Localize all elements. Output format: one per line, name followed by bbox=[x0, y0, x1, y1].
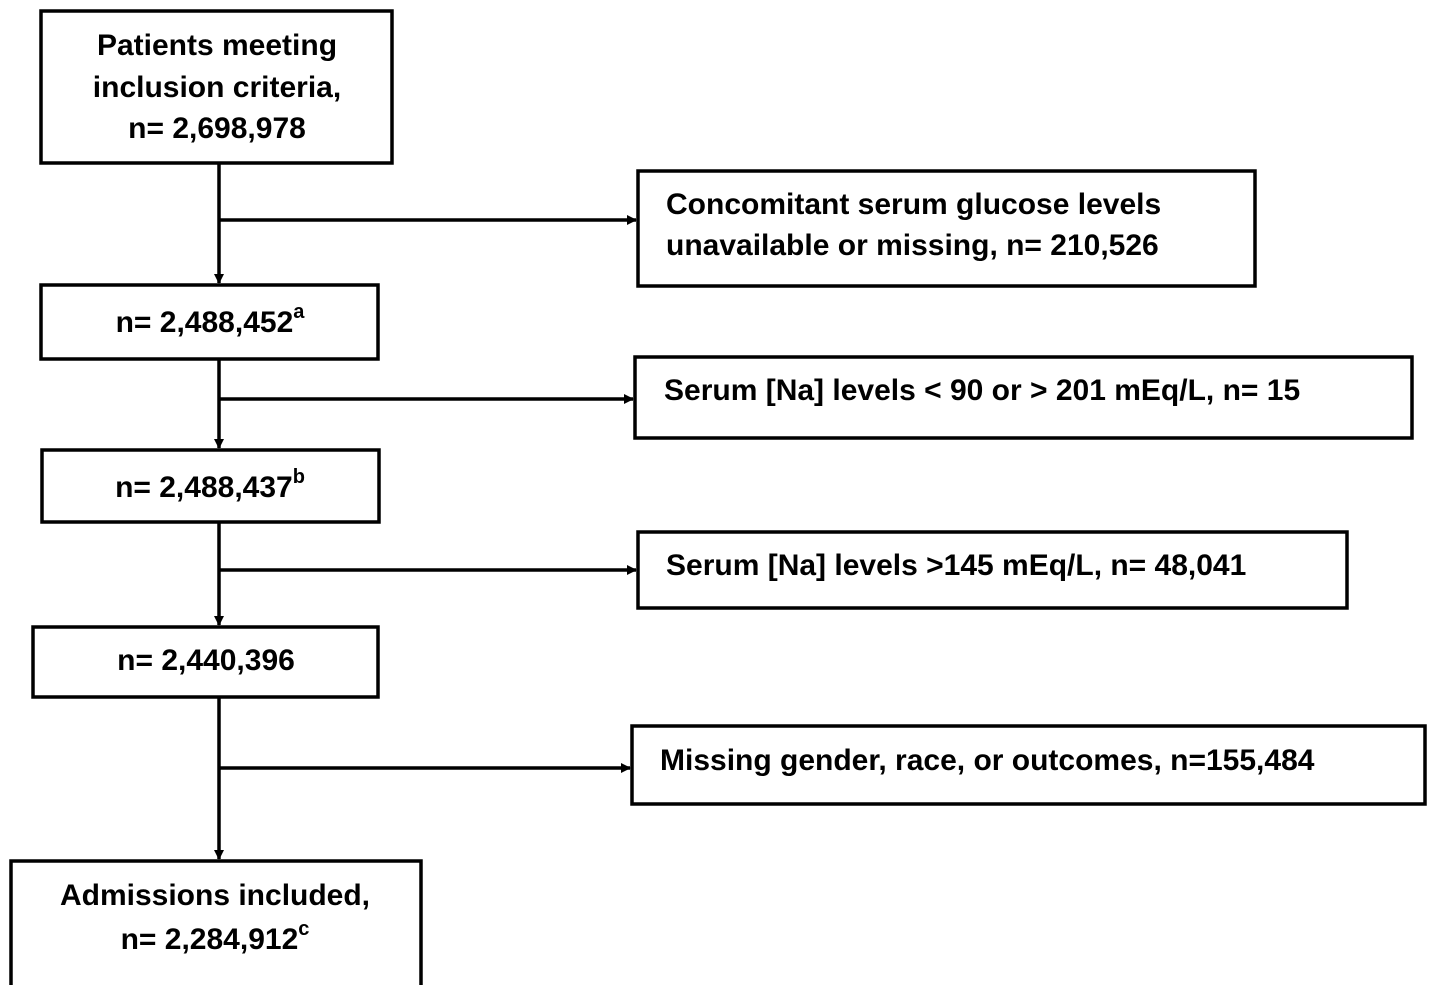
node-text: inclusion criteria, bbox=[93, 71, 341, 104]
superscript: a bbox=[293, 301, 305, 323]
node-line: inclusion criteria, bbox=[93, 71, 341, 104]
node-line: n= 2,698,978 bbox=[128, 112, 306, 145]
node-text: n= 2,488,452a bbox=[116, 301, 306, 339]
node-line: n= 2,284,912 bbox=[121, 923, 299, 956]
node-box bbox=[39, 9, 394, 165]
node-box bbox=[39, 283, 380, 361]
exclusion-text: unavailable or missing, n= 210,526 bbox=[666, 229, 1159, 262]
node-line: n= 2,488,452 bbox=[116, 306, 294, 339]
node-box bbox=[40, 448, 381, 524]
node-line: n= 2,488,437 bbox=[115, 471, 293, 504]
superscript: b bbox=[293, 466, 305, 488]
exclusion-text: Serum [Na] levels < 90 or > 201 mEq/L, n… bbox=[664, 374, 1300, 407]
exclusion-text: Serum [Na] levels >145 mEq/L, n= 48,041 bbox=[666, 549, 1246, 582]
exclusion-box bbox=[633, 355, 1414, 440]
exclusion-text: Concomitant serum glucose levels bbox=[666, 188, 1161, 221]
node-text: n= 2,488,437b bbox=[115, 466, 305, 504]
node-text: n= 2,284,912c bbox=[121, 918, 310, 956]
superscript: c bbox=[298, 918, 309, 940]
exclusion-box bbox=[636, 530, 1349, 610]
exclusion-box bbox=[630, 724, 1427, 806]
exclusion-box bbox=[636, 169, 1257, 288]
node-box bbox=[9, 859, 423, 985]
node-text: Admissions included, bbox=[60, 879, 370, 912]
node-line: Patients meeting bbox=[97, 29, 337, 62]
exclusion-text: Missing gender, race, or outcomes, n=155… bbox=[660, 744, 1315, 777]
node-line: n= 2,440,396 bbox=[117, 644, 295, 677]
node-line: Admissions included, bbox=[60, 879, 370, 912]
node-text: n= 2,440,396 bbox=[117, 644, 295, 677]
node-text: Patients meeting bbox=[97, 29, 337, 62]
node-box bbox=[31, 625, 380, 699]
node-text: n= 2,698,978 bbox=[128, 112, 306, 145]
